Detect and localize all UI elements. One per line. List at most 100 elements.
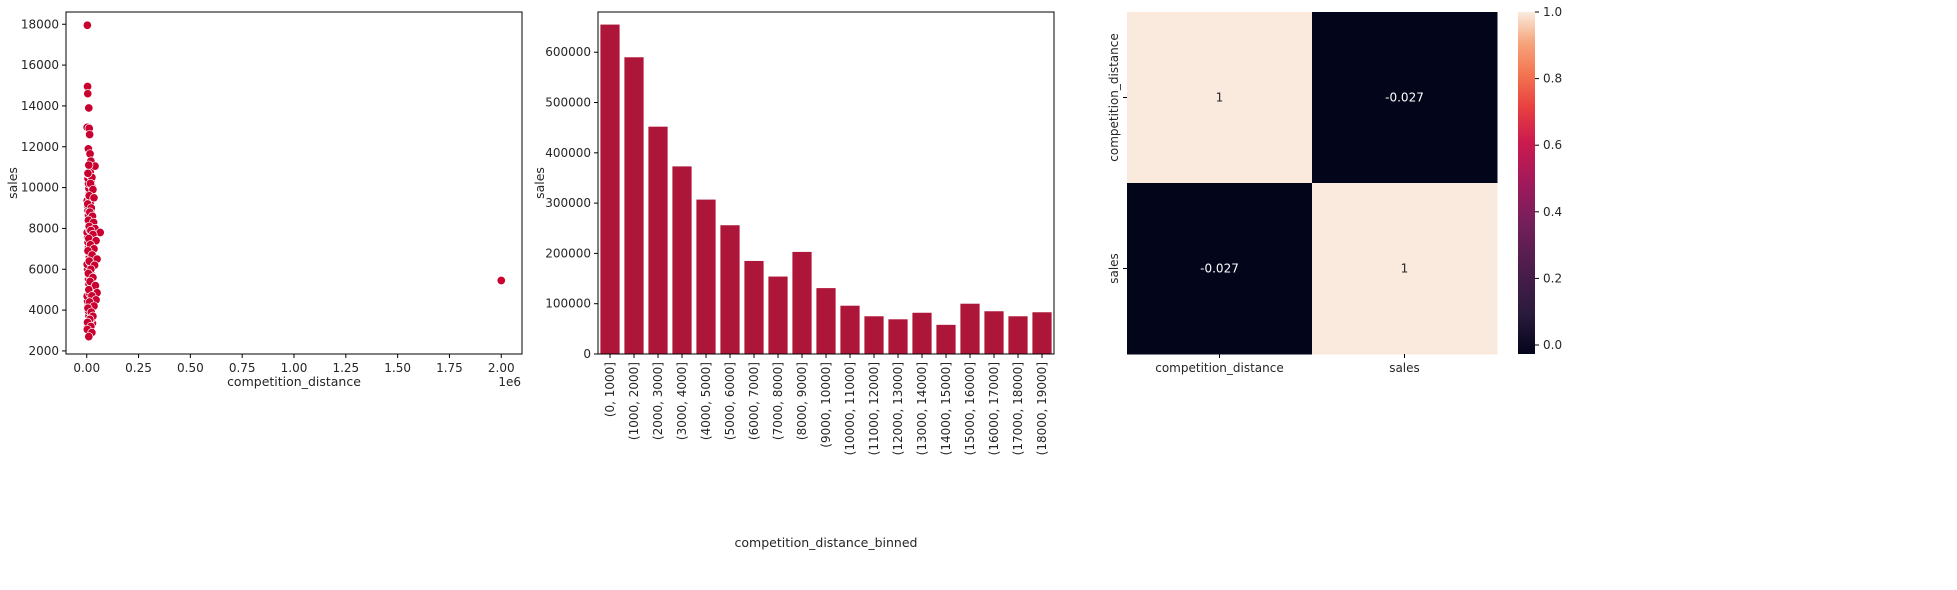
scatter-x-tick-label: 1.75 [436,361,463,375]
heatmap-cell [1312,12,1498,184]
bar-x-tick-label: (3000, 4000] [675,362,689,440]
scatter-x-tick-label: 1.25 [332,361,359,375]
scatter-y-tick-label: 4000 [28,303,59,317]
heatmap-col-label: sales [1389,361,1420,375]
scatter-y-tick-label: 6000 [28,262,59,276]
bar-ticks: 0 100000 200000 300000 400000 500000 600000 (0,… [545,45,1049,455]
colorbar-tick-label: 0.0 [1543,338,1562,352]
bar [1008,316,1028,354]
bar-x-tick-label: (18000, 19000] [1035,362,1049,455]
scatter-y-tick-label: 18000 [21,17,59,31]
colorbar-ticks: 0.0 0.2 0.4 0.6 0.8 1.0 [1535,5,1562,352]
heatmap-annotation: 1 [1216,91,1224,105]
bar-axes-frame [597,11,1055,355]
scatter-x-tick-label: 0.50 [177,361,204,375]
bar [600,24,620,355]
scatter-point [89,193,99,203]
scatter-points [82,20,506,342]
heatmap-cell [1127,12,1313,184]
bar-x-axis-label: competition_distance_binned [735,535,918,550]
colorbar-tick-label: 0.8 [1543,72,1562,86]
bar-x-tick-label: (17000, 18000] [1011,362,1025,455]
scatter-x-offset-label: 1e6 [498,375,521,389]
heatmap-annotation: -0.027 [1385,91,1424,105]
heatmap-cell [1312,183,1498,355]
bar [696,199,716,354]
scatter-x-tick-label: 0.75 [229,361,256,375]
scatter-y-tick-label: 14000 [21,99,59,113]
scatter-y-axis-label: sales [5,167,20,199]
bar [960,303,980,354]
bar-x-tick-label: (16000, 17000] [987,362,1001,455]
bar-panel: 0 100000 200000 300000 400000 500000 600000 (0,… [532,11,1055,550]
bar [864,316,884,354]
scatter-point [85,129,95,140]
scatter-y-tick-label: 10000 [21,181,59,195]
scatter-point [84,160,94,170]
bar-x-tick-label: (14000, 15000] [939,362,953,455]
bar-y-tick-label: 600000 [545,45,591,59]
bar-x-tick-label: (13000, 14000] [915,362,929,455]
scatter-x-tick-label: 0.25 [125,361,152,375]
bar-x-tick-label: (15000, 16000] [963,362,977,455]
scatter-x-tick-label: 2.00 [488,361,515,375]
scatter-axes-frame [65,11,523,355]
bar-y-tick-label: 300000 [545,196,591,210]
bar [936,324,956,354]
bar-x-tick-label: (10000, 11000] [843,362,857,455]
bar-x-tick-label: (4000, 5000] [699,362,713,440]
bar [768,276,788,354]
bar-x-tick-label: (12000, 13000] [891,362,905,455]
bar-x-tick-label: (9000, 10000] [819,362,833,448]
bar-y-tick-label: 0 [583,347,591,361]
bar-y-tick-label: 100000 [545,297,591,311]
scatter-y-tick-label: 8000 [28,221,59,235]
bar-x-tick-label: (8000, 9000] [795,362,809,440]
bar [624,57,644,354]
scatter-x-tick-label: 0.00 [73,361,100,375]
heatmap-annotation: 1 [1401,262,1409,276]
colorbar-tick-label: 0.2 [1543,271,1562,285]
bar-x-tick-label: (0, 1000] [603,362,617,417]
scatter-x-tick-label: 1.00 [281,361,308,375]
heatmap-annotation: -0.027 [1200,262,1239,276]
bar [912,312,932,354]
scatter-point [84,332,94,342]
scatter-point [84,103,94,113]
bar [1032,312,1052,354]
colorbar-tick-label: 0.6 [1543,138,1562,152]
bar [840,305,860,354]
bar-y-axis-label: sales [532,167,547,199]
bar [816,288,836,354]
bar [720,225,740,354]
scatter-y-tick-label: 16000 [21,58,59,72]
bar [648,126,668,354]
bar-y-tick-label: 200000 [545,246,591,260]
bar-x-tick-label: (6000, 7000] [747,362,761,440]
scatter-x-tick-label: 1.50 [384,361,411,375]
bar-bars [600,24,1052,355]
bar [984,311,1004,354]
scatter-point [82,20,92,30]
scatter-point [83,89,93,99]
bar-x-tick-label: (1000, 2000] [627,362,641,440]
colorbar [1518,12,1535,354]
heatmap-cells [1127,12,1498,355]
scatter-x-axis-label: competition_distance [227,374,361,389]
bar [792,251,812,354]
heatmap-row-label: competition_distance [1107,33,1121,162]
scatter-point [496,275,506,286]
bar-y-tick-label: 400000 [545,146,591,160]
bar [744,260,764,354]
heatmap-col-label: competition_distance [1155,361,1284,375]
scatter-point [83,168,93,178]
heatmap-row-label: sales [1107,253,1121,284]
bar [672,166,692,354]
bar-x-tick-label: (11000, 12000] [867,362,881,455]
scatter-panel: 0.00 0.25 0.50 0.75 1.00 1.25 1.50 1.75 2.00 2000… [5,11,523,389]
bar-x-tick-label: (7000, 8000] [771,362,785,440]
colorbar-tick-label: 1.0 [1543,5,1562,19]
